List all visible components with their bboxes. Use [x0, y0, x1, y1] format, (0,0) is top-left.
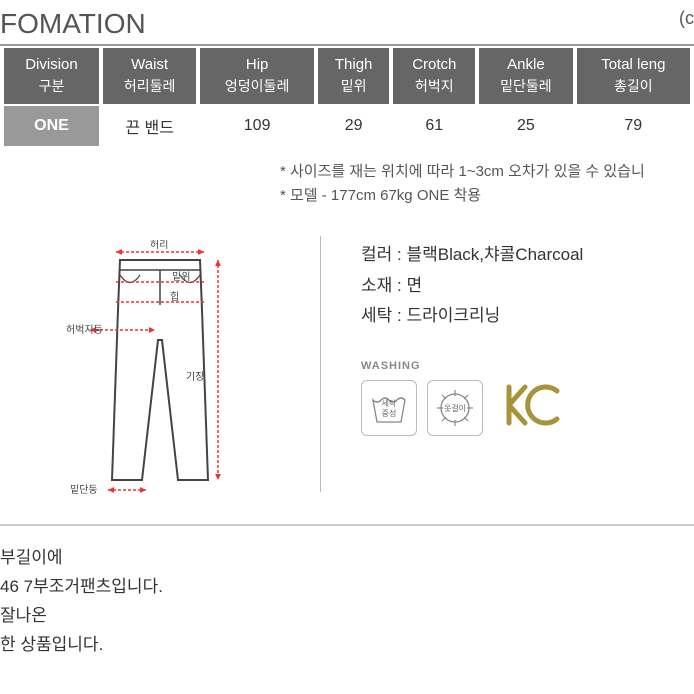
- col-division: Division구분: [4, 48, 99, 104]
- col-total: Total leng총길이: [577, 48, 690, 104]
- washing-title: WASHING: [361, 360, 694, 372]
- label-thigh: 허벅지둥: [66, 324, 103, 336]
- cell-total: 79: [577, 106, 690, 146]
- desc-1: 부길이에: [0, 544, 694, 573]
- info-material: 소재 : 면: [361, 271, 694, 302]
- desc-3: 잘나온: [0, 602, 694, 631]
- title-right: (c: [679, 8, 694, 29]
- cell-ankle: 25: [479, 106, 572, 146]
- svg-text:세탁: 세탁: [382, 398, 397, 408]
- cell-waist: 끈 밴드: [103, 106, 196, 146]
- svg-text:중성: 중성: [382, 409, 397, 418]
- description: 부길이에 46 7부조거팬츠입니다. 잘나온 한 상품입니다.: [0, 526, 694, 660]
- label-length: 기장: [186, 371, 204, 383]
- kc-mark-icon: [505, 383, 565, 432]
- cell-one: ONE: [4, 106, 99, 146]
- label-ankle: 밑단둥: [70, 484, 98, 496]
- cell-hip: 109: [200, 106, 314, 146]
- desc-2: 46 7부조거팬츠입니다.: [0, 573, 694, 602]
- table-header-row: Division구분 Waist허리둘레 Hip엉덩이둘레 Thigh밑위 Cr…: [4, 48, 690, 104]
- wash-icons: 세탁 중성 옷걸이: [361, 380, 694, 436]
- page-title: FOMATION (c: [0, 0, 694, 46]
- wash-dry-icon: 옷걸이: [427, 380, 483, 436]
- info-wash: 세탁 : 드라이크리닝: [361, 301, 694, 332]
- title-text: FOMATION: [0, 8, 146, 39]
- pants-svg: 허리 밑위 힙 허벅지둥 기장 밑단둥: [50, 240, 270, 500]
- label-rise: 밑위: [172, 270, 190, 283]
- table-row: ONE 끈 밴드 109 29 61 25 79: [4, 106, 690, 146]
- cell-crotch: 61: [393, 106, 475, 146]
- size-notes: * 사이즈를 재는 위치에 따라 1~3cm 오차가 있을 수 있습니 * 모델…: [0, 148, 694, 220]
- label-hip: 힙: [170, 291, 179, 303]
- col-thigh: Thigh밑위: [318, 48, 389, 104]
- col-hip: Hip엉덩이둘레: [200, 48, 314, 104]
- info-color: 컬러 : 블랙Black,챠콜Charcoal: [361, 240, 694, 271]
- cell-thigh: 29: [318, 106, 389, 146]
- svg-text:옷걸이: 옷걸이: [444, 403, 466, 413]
- col-crotch: Crotch허벅지: [393, 48, 475, 104]
- label-waist: 허리: [150, 240, 168, 251]
- note-2: * 모델 - 177cm 67kg ONE 착용: [280, 184, 694, 208]
- product-info: 컬러 : 블랙Black,챠콜Charcoal 소재 : 면 세탁 : 드라이크…: [321, 228, 694, 500]
- col-ankle: Ankle밑단둘레: [479, 48, 572, 104]
- note-1: * 사이즈를 재는 위치에 따라 1~3cm 오차가 있을 수 있습니: [280, 160, 694, 184]
- pants-diagram: 허리 밑위 힙 허벅지둥 기장 밑단둥: [0, 228, 320, 500]
- col-waist: Waist허리둘레: [103, 48, 196, 104]
- wash-tub-icon: 세탁 중성: [361, 380, 417, 436]
- desc-4: 한 상품입니다.: [0, 631, 694, 660]
- size-table: Division구분 Waist허리둘레 Hip엉덩이둘레 Thigh밑위 Cr…: [0, 46, 694, 148]
